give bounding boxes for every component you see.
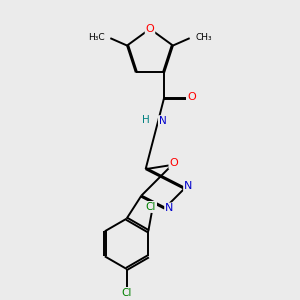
Text: O: O — [146, 24, 154, 34]
Text: H₃C: H₃C — [88, 33, 104, 42]
Text: Cl: Cl — [122, 288, 132, 298]
Text: O: O — [169, 158, 178, 168]
Text: N: N — [159, 116, 167, 126]
Text: Cl: Cl — [146, 202, 156, 212]
Text: H: H — [142, 115, 149, 125]
Text: N: N — [165, 203, 173, 213]
Text: O: O — [187, 92, 196, 102]
Text: N: N — [184, 181, 192, 191]
Text: CH₃: CH₃ — [196, 33, 212, 42]
